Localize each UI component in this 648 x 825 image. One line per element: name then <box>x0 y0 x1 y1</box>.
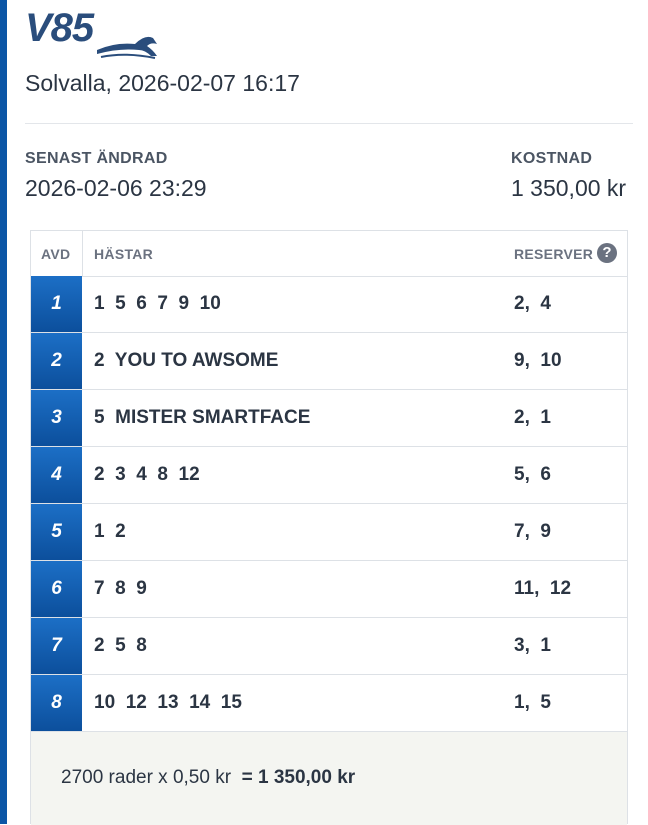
coupon-table: AVD HÄSTAR RESERVER ? 1 1 5 6 7 9 10 2, … <box>30 230 628 825</box>
avd-badge: 2 <box>31 333 82 389</box>
row-reserves: 2, 1 <box>514 407 551 428</box>
header-horses: HÄSTAR <box>94 246 154 262</box>
cost-summary-text: 2700 rader x 0,50 kr = 1 350,00 kr <box>61 767 355 789</box>
total-cost: = 1 350,00 kr <box>241 767 356 788</box>
logo-text: V85 <box>25 6 94 50</box>
race-title: Solvalla, 2026-02-07 16:17 <box>25 70 300 96</box>
row-horses: 2 YOU TO AWSOME <box>94 350 279 371</box>
horse-sulky-icon <box>97 36 157 59</box>
row-reserves: 7, 9 <box>514 521 551 542</box>
changed-label: SENAST ÄNDRAD <box>25 150 168 167</box>
help-icon[interactable]: ? <box>597 243 617 263</box>
row-horses: 7 8 9 <box>94 578 147 599</box>
avd-badge: 1 <box>31 276 82 332</box>
row-horses: 5 MISTER SMARTFACE <box>94 407 311 428</box>
left-accent-stripe <box>0 0 7 824</box>
rows-calculation: 2700 rader x 0,50 kr <box>61 767 242 788</box>
table-row: 6 7 8 9 11, 12 <box>31 561 627 618</box>
header-reserves: RESERVER <box>514 246 594 262</box>
table-row: 5 1 2 7, 9 <box>31 504 627 561</box>
row-horses: 1 2 <box>94 521 126 542</box>
changed-value: 2026-02-06 23:29 <box>25 175 207 201</box>
cost-summary: 2700 rader x 0,50 kr = 1 350,00 kr <box>31 732 627 825</box>
avd-badge: 8 <box>31 675 82 731</box>
table-row: 7 2 5 8 3, 1 <box>31 618 627 675</box>
avd-badge: 6 <box>31 561 82 617</box>
header-avd: AVD <box>41 246 71 262</box>
row-reserves: 5, 6 <box>514 464 551 485</box>
table-row: 1 1 5 6 7 9 10 2, 4 <box>31 276 627 333</box>
table-row: 2 2 YOU TO AWSOME 9, 10 <box>31 333 627 390</box>
avd-badge: 3 <box>31 390 82 446</box>
cost-value: 1 350,00 kr <box>511 175 627 201</box>
row-reserves: 9, 10 <box>514 350 562 371</box>
row-reserves: 1, 5 <box>514 692 551 713</box>
row-reserves: 3, 1 <box>514 635 551 656</box>
table-header: AVD HÄSTAR RESERVER ? <box>31 231 627 277</box>
row-horses: 2 3 4 8 12 <box>94 464 200 485</box>
row-horses: 2 5 8 <box>94 635 147 656</box>
row-horses: 10 12 13 14 15 <box>94 692 242 713</box>
v85-logo: V85 <box>25 6 165 59</box>
row-reserves: 2, 4 <box>514 293 551 314</box>
avd-badge: 4 <box>31 447 82 503</box>
header-separator <box>82 231 83 276</box>
divider <box>25 123 633 124</box>
cost-label: KOSTNAD <box>511 150 593 167</box>
row-reserves: 11, 12 <box>514 578 572 599</box>
table-row: 8 10 12 13 14 15 1, 5 <box>31 675 627 732</box>
avd-badge: 7 <box>31 618 82 674</box>
row-horses: 1 5 6 7 9 10 <box>94 293 221 314</box>
table-row: 3 5 MISTER SMARTFACE 2, 1 <box>31 390 627 447</box>
avd-badge: 5 <box>31 504 82 560</box>
table-row: 4 2 3 4 8 12 5, 6 <box>31 447 627 504</box>
